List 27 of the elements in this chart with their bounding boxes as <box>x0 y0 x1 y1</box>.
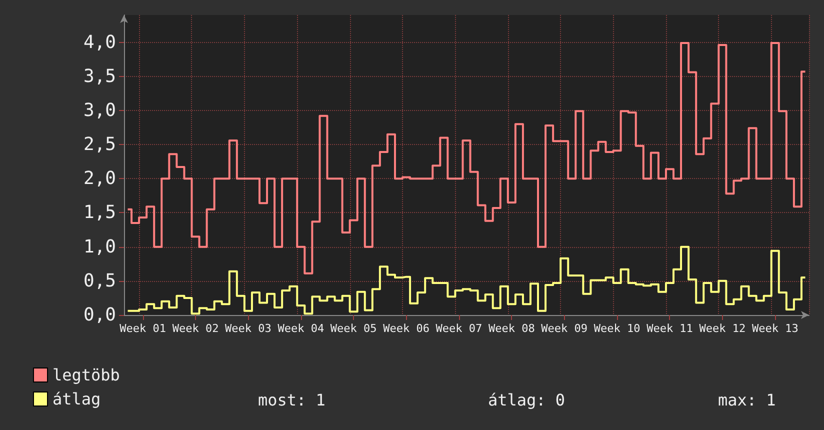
y-tick-label: 1,5 <box>83 202 116 224</box>
x-tick-label: Week 02 <box>172 322 219 335</box>
x-tick-label: Week 03 <box>225 322 272 335</box>
x-tick-label: Week 08 <box>488 322 535 335</box>
x-tick-label: Week 13 <box>752 322 798 335</box>
x-tick-label: Week 01 <box>120 322 166 335</box>
x-tick-label: Week 06 <box>383 322 430 335</box>
x-tick-label: Week 05 <box>330 322 377 335</box>
y-tick-label: 0,0 <box>83 304 116 326</box>
y-tick-label: 3,0 <box>83 100 116 121</box>
y-tick-label: 3,5 <box>83 66 116 87</box>
text: átlag: 0 <box>488 390 566 410</box>
y-tick-label: 4,0 <box>83 32 116 53</box>
x-tick-label: Week 11 <box>646 322 693 335</box>
legend-label: átlag <box>52 390 101 408</box>
x-tick-label: Week 07 <box>436 322 482 335</box>
text: most: 1 <box>258 390 326 410</box>
x-tick-label: Week 10 <box>594 322 640 335</box>
x-tick-label: Week 09 <box>541 322 588 335</box>
y-tick-label: 0,5 <box>83 270 116 292</box>
y-tick-label: 2,0 <box>83 168 116 190</box>
y-tick-label: 1,0 <box>83 236 116 258</box>
x-tick-label: Week 12 <box>699 322 746 335</box>
legend-label: legtöbb <box>52 366 120 384</box>
y-tick-label: 2,5 <box>83 134 116 156</box>
text: max: 1 <box>718 390 776 410</box>
x-tick-label: Week 04 <box>278 322 324 335</box>
